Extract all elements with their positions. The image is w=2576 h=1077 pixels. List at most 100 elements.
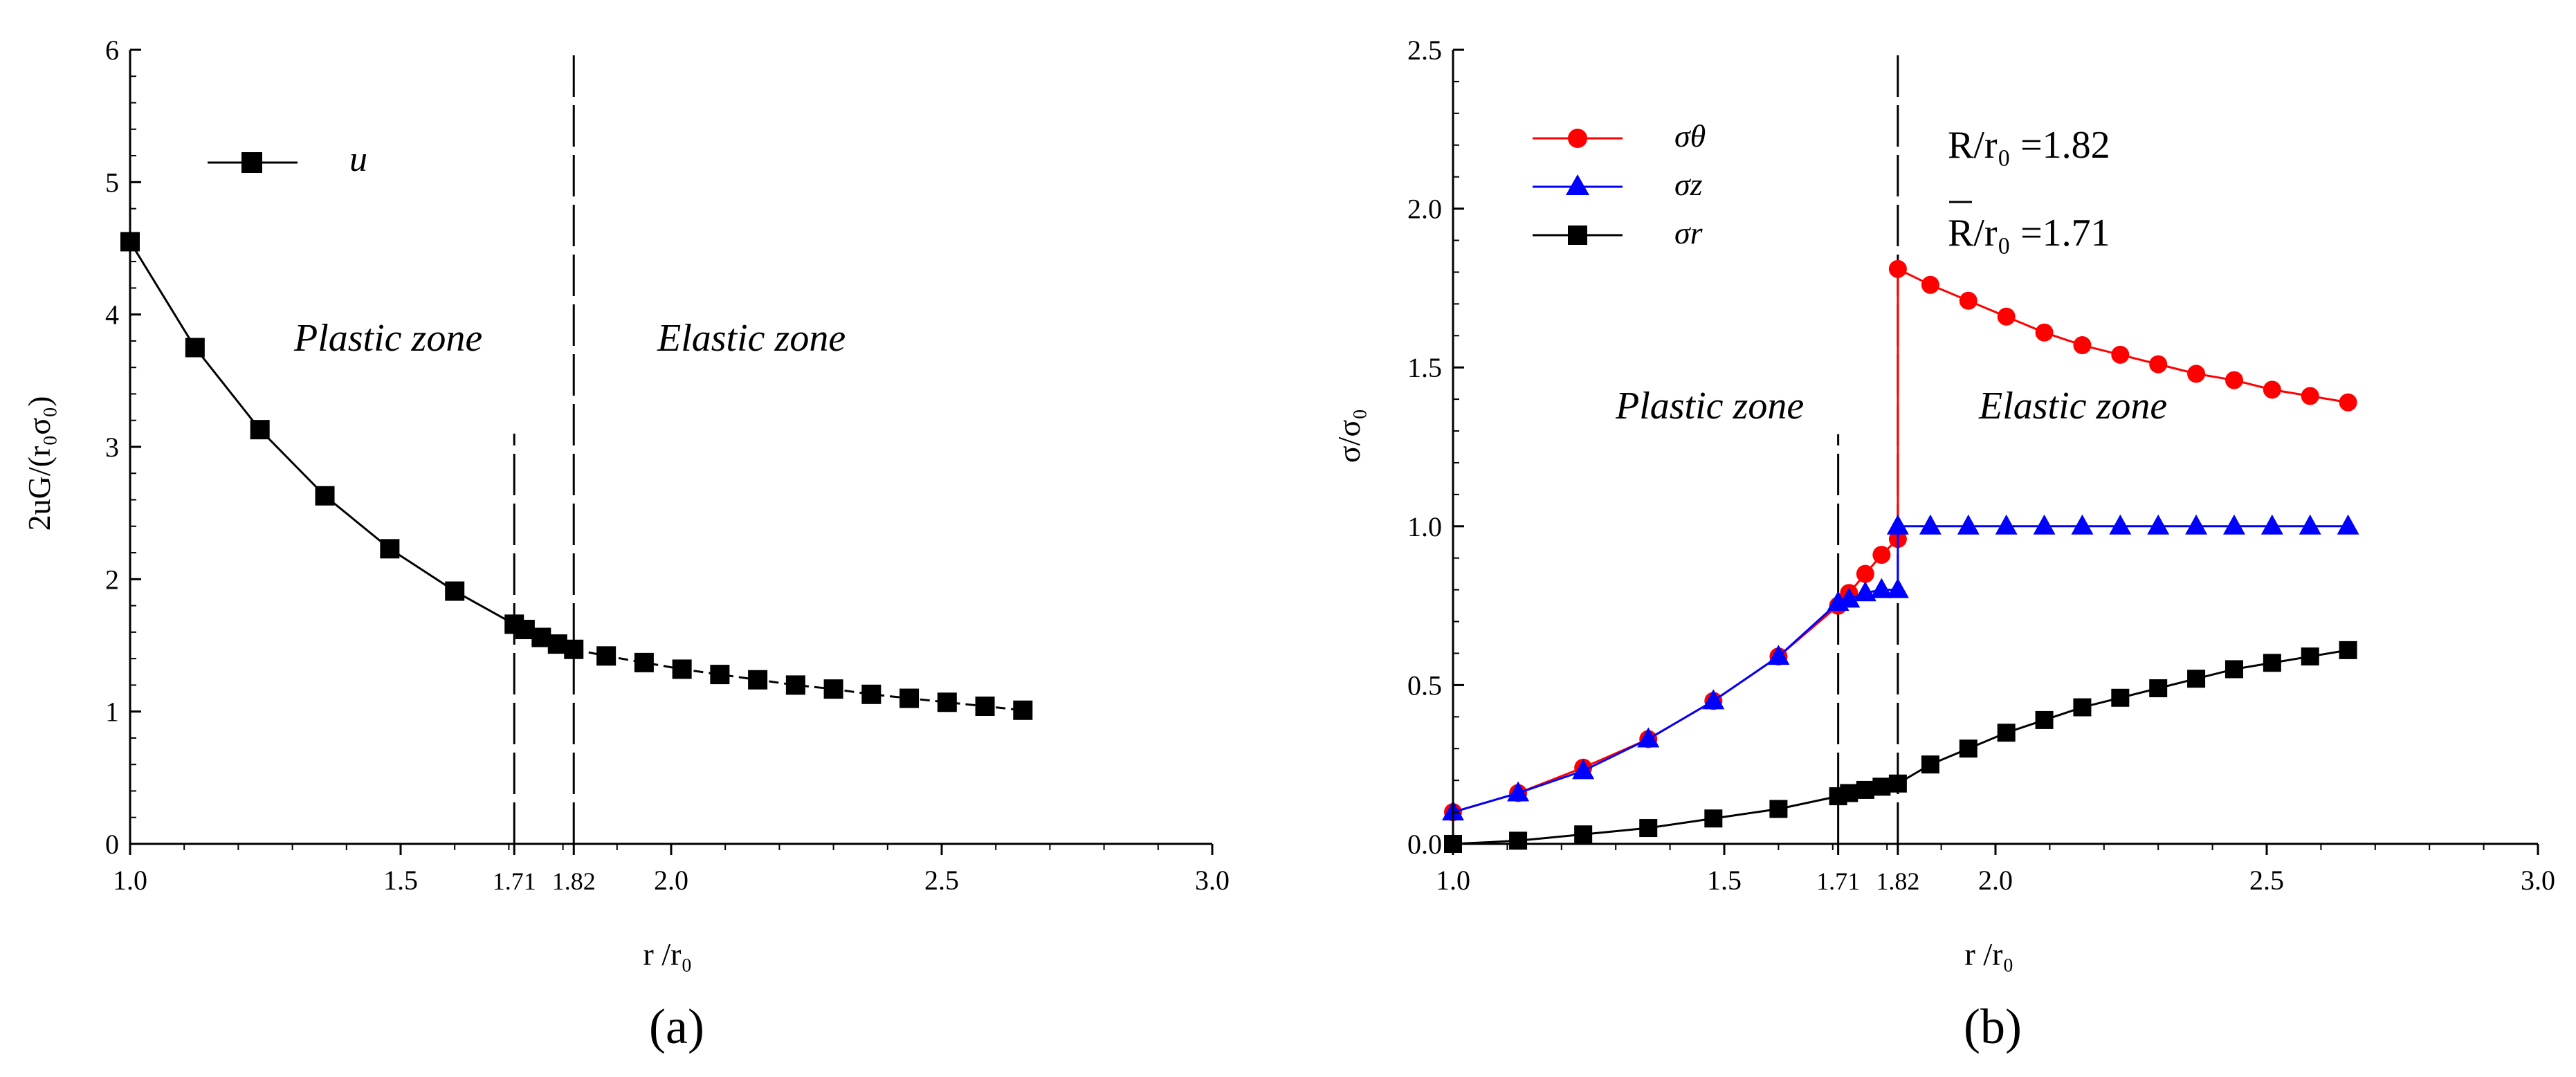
data-point-triangle bbox=[1854, 581, 1876, 602]
y-tick-label-a: 2 bbox=[105, 564, 119, 595]
data-point-circle bbox=[1872, 546, 1891, 564]
y-tick-label-b: 2.0 bbox=[1407, 194, 1442, 225]
data-point-square bbox=[596, 646, 616, 666]
panel-caption-a: (a) bbox=[649, 999, 704, 1054]
series-line-2 bbox=[1452, 649, 2348, 845]
data-point-triangle bbox=[2071, 514, 2094, 535]
data-point-square bbox=[1840, 784, 1858, 802]
data-point-square bbox=[2149, 679, 2168, 697]
data-point-square bbox=[861, 684, 881, 704]
series-group-b bbox=[1442, 259, 2359, 853]
data-point-circle bbox=[2301, 387, 2319, 405]
data-point-square bbox=[1921, 755, 1939, 774]
y-tick-label-a: 6 bbox=[105, 35, 119, 66]
data-point-triangle bbox=[1572, 759, 1595, 780]
data-point-square bbox=[547, 634, 567, 654]
data-point-circle bbox=[2339, 393, 2357, 412]
axes-a bbox=[129, 50, 1212, 845]
data-point-square bbox=[380, 539, 400, 559]
x-tick-label-a: 2.0 bbox=[654, 865, 688, 896]
data-point-circle bbox=[2225, 371, 2243, 389]
data-point-triangle bbox=[1767, 645, 1790, 665]
data-point-triangle bbox=[1870, 578, 1893, 598]
x-axis-title-a: r /r₀ bbox=[643, 937, 693, 972]
data-point-square bbox=[748, 670, 768, 690]
data-point-square bbox=[2225, 660, 2243, 679]
zone-label-elastic-a: Elastic zone bbox=[657, 317, 846, 360]
data-point-triangle bbox=[1886, 514, 1909, 535]
legend-label-sigma-r: σr bbox=[1674, 215, 1703, 250]
data-point-triangle bbox=[2033, 514, 2056, 535]
data-point-circle bbox=[1921, 275, 1939, 294]
data-point-square bbox=[899, 688, 920, 708]
data-point-triangle bbox=[1995, 514, 2018, 535]
x-tick-label-a: 3.0 bbox=[1195, 865, 1230, 896]
data-point-square bbox=[1509, 831, 1528, 850]
y-axis-title-b: σ/σ₀ bbox=[1331, 409, 1367, 463]
data-point-circle bbox=[2073, 336, 2092, 355]
data-point-square bbox=[2187, 670, 2206, 688]
zone-label-elastic-b: Elastic zone bbox=[1978, 385, 2167, 427]
data-point-triangle bbox=[2222, 514, 2245, 535]
data-point-square bbox=[1856, 780, 1874, 799]
data-point-triangle bbox=[1886, 578, 1909, 598]
legend-label-sigma-z: σz bbox=[1674, 167, 1703, 202]
x-tick-label-b: 3.0 bbox=[2521, 865, 2555, 896]
data-point-triangle bbox=[1637, 727, 1660, 748]
data-point-circle bbox=[2111, 345, 2130, 364]
data-point-triangle bbox=[2109, 514, 2132, 535]
y-tick-label-b: 1.5 bbox=[1407, 352, 1442, 383]
y-tick-label-b: 0.5 bbox=[1407, 670, 1442, 701]
data-point-triangle bbox=[1702, 689, 1725, 710]
data-point-square bbox=[1639, 819, 1658, 838]
x-tick-label-b: 1.82 bbox=[1876, 867, 1919, 895]
data-point-circle bbox=[2035, 323, 2054, 342]
series-line-u-plastic bbox=[129, 241, 574, 651]
data-point-square bbox=[185, 338, 205, 358]
y-tick-label-a: 3 bbox=[105, 432, 119, 463]
data-point-circle bbox=[1997, 307, 2016, 326]
data-point-square bbox=[2035, 710, 2054, 729]
y-tick-label-a: 0 bbox=[105, 829, 119, 860]
data-point-square bbox=[823, 679, 843, 699]
zone-label-plastic-b: Plastic zone bbox=[1615, 385, 1804, 427]
x-tick-label-a: 2.5 bbox=[924, 865, 959, 896]
data-point-square bbox=[1888, 774, 1907, 793]
x-axis-title-b: r /r₀ bbox=[1965, 937, 2014, 972]
data-point-circle bbox=[1888, 259, 1907, 278]
x-tick-label-b: 2.5 bbox=[2249, 865, 2284, 896]
x-tick-label-b: 1.71 bbox=[1816, 867, 1860, 895]
data-point-square bbox=[1959, 739, 1977, 758]
data-point-square bbox=[564, 639, 584, 659]
panel-a: 1.0 1.5 1.71 1.82 2.0 2.5 3.0 0 1 2 3 4 5 6 Plastic z… bbox=[21, 35, 1230, 1054]
y-tick-label-b: 2.5 bbox=[1407, 35, 1442, 66]
x-tick-label-a: 1.71 bbox=[493, 867, 536, 895]
data-point-square bbox=[250, 420, 270, 440]
legend-label-u: u bbox=[349, 140, 367, 179]
legend-marker-sigma-r bbox=[1568, 225, 1587, 245]
panel-caption-b: (b) bbox=[1964, 999, 2022, 1054]
annotation-R: R/r₀ =1.82 bbox=[1948, 124, 2110, 167]
x-tick-label-a: 1.5 bbox=[383, 865, 418, 896]
data-point-square bbox=[515, 620, 535, 640]
panel-b: 1.0 1.5 1.71 1.82 2.0 2.5 3.0 0.0 0.5 1.0 1.5 2.0 2.… bbox=[1331, 35, 2555, 1054]
data-point-triangle bbox=[1838, 587, 1861, 608]
x-tick-label-b: 1.5 bbox=[1707, 865, 1742, 896]
x-tick-label-b: 2.0 bbox=[1978, 865, 2013, 896]
data-point-square bbox=[2339, 641, 2357, 659]
data-point-square bbox=[672, 659, 692, 679]
legend-marker-sigma-z bbox=[1566, 174, 1589, 195]
data-point-triangle bbox=[2260, 514, 2283, 535]
x-tick-label-a: 1.0 bbox=[113, 865, 147, 896]
data-point-circle bbox=[2149, 355, 2168, 374]
legend-label-sigma-theta: σθ bbox=[1674, 118, 1706, 154]
data-point-square bbox=[634, 652, 654, 672]
data-point-square bbox=[445, 581, 465, 601]
y-tick-label-b: 0.0 bbox=[1407, 829, 1442, 860]
data-point-circle bbox=[2263, 380, 2281, 399]
data-point-triangle bbox=[2299, 514, 2321, 535]
data-point-circle bbox=[1856, 564, 1874, 583]
data-point-square bbox=[1704, 809, 1723, 828]
data-point-triangle bbox=[1919, 514, 1942, 535]
